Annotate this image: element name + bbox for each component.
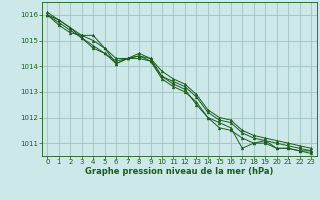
X-axis label: Graphe pression niveau de la mer (hPa): Graphe pression niveau de la mer (hPa) <box>85 167 273 176</box>
